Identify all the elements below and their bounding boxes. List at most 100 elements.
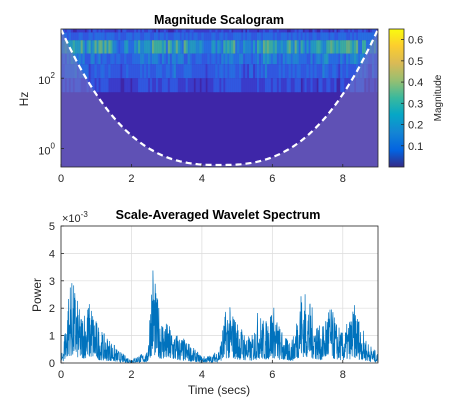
- scalogram-cell: [270, 64, 274, 79]
- scalogram-cell: [270, 78, 274, 93]
- scalogram-cell: [92, 40, 95, 54]
- scalogram-cell: [274, 53, 278, 65]
- scalogram-cell: [286, 32, 289, 41]
- scalogram-cell: [82, 32, 85, 41]
- scalogram-cell: [221, 32, 224, 41]
- scalogram-cell: [326, 40, 329, 54]
- scalogram-cell: [161, 32, 165, 41]
- scalogram-cell: [308, 32, 311, 41]
- scalogram-cell: [304, 78, 307, 93]
- scalogram-cell: [262, 64, 266, 79]
- scalogram-cell: [151, 29, 155, 33]
- scalogram-cell: [203, 29, 206, 33]
- scalogram-cell: [157, 53, 161, 65]
- scalogram-cell: [80, 32, 83, 41]
- scalogram-cell: [223, 53, 226, 65]
- scalogram-cell: [64, 32, 68, 41]
- scalogram-cell: [146, 78, 149, 93]
- scalogram-cell: [191, 53, 194, 65]
- scalogram-cell: [365, 40, 369, 54]
- scalogram-cell: [276, 32, 280, 41]
- scalogram-cell: [217, 78, 220, 93]
- scalogram-cell: [340, 40, 343, 54]
- scalogram-cell: [243, 32, 246, 41]
- scalogram-cell: [159, 64, 163, 79]
- scalogram-cell: [183, 40, 186, 54]
- scalogram-cell: [342, 32, 345, 41]
- scalogram-cell: [318, 40, 321, 54]
- scalogram-cell: [304, 53, 307, 65]
- scalogram-cell: [114, 32, 117, 41]
- scalogram-cell: [106, 40, 109, 54]
- scalogram-cell: [286, 64, 289, 79]
- scalogram-cell: [304, 40, 307, 54]
- scalogram-cell: [78, 32, 81, 41]
- scalogram-cell: [288, 32, 291, 41]
- scalogram-cell: [314, 40, 317, 54]
- scalogram-cell: [336, 53, 339, 65]
- scalogram-cell: [82, 53, 85, 65]
- scalogram-cell: [189, 53, 192, 65]
- scalogram-cell: [153, 40, 157, 54]
- scalogram-cell: [66, 32, 70, 41]
- scalogram-cell: [201, 78, 204, 93]
- scalogram-cell: [197, 32, 200, 41]
- scalogram-cell: [274, 40, 278, 54]
- scalogram-cell: [96, 53, 99, 65]
- cone-of-influence-shade: [61, 29, 378, 167]
- scalogram-cell: [322, 64, 325, 79]
- scalogram-cell: [94, 64, 97, 79]
- scalogram-cell: [320, 40, 323, 54]
- y-tick-label: 3: [49, 276, 55, 288]
- scalogram-cell: [338, 64, 341, 79]
- scalogram-cell: [318, 53, 321, 65]
- scalogram-cell: [175, 40, 179, 54]
- scalogram-cell: [312, 32, 315, 41]
- scalogram-cell: [215, 78, 218, 93]
- scalogram-cell: [138, 40, 141, 54]
- colorbar-tick-label: 0.5: [408, 56, 423, 68]
- scalogram-cell: [211, 40, 214, 54]
- scalogram-cell: [136, 53, 139, 65]
- scalogram-cell: [209, 64, 212, 79]
- y-tick-label: 102: [38, 71, 55, 87]
- scalogram-cell: [102, 64, 105, 79]
- scalogram-cell: [118, 64, 121, 79]
- scalogram-cell: [157, 40, 161, 54]
- scalogram-cell: [346, 29, 349, 33]
- scalogram-cell: [253, 29, 256, 33]
- scalogram-cell: [249, 53, 252, 65]
- scalogram-cell: [308, 53, 311, 65]
- scalogram-cell: [286, 53, 289, 65]
- scalogram-cell: [310, 78, 313, 93]
- scalogram-cell: [175, 53, 179, 65]
- scalogram-cell: [274, 32, 278, 41]
- scalogram-cell: [207, 40, 210, 54]
- scalogram-cell: [237, 64, 240, 79]
- scalogram-cell: [354, 64, 357, 79]
- scalogram-cell: [72, 32, 76, 41]
- scalogram-cell: [189, 32, 192, 41]
- scalogram-cell: [68, 32, 72, 41]
- scalogram-cell: [326, 32, 329, 41]
- scalogram-cell: [94, 32, 97, 41]
- scalogram-cell: [274, 29, 278, 33]
- scalogram-cell: [122, 64, 125, 79]
- scalogram-cell: [360, 40, 363, 54]
- scalogram-cell: [225, 32, 228, 41]
- scalogram-cell: [288, 40, 291, 54]
- scalogram-cell: [197, 29, 200, 33]
- scalogram-cell: [219, 53, 222, 65]
- scalogram-cell: [177, 40, 181, 54]
- scalogram-cell: [306, 64, 309, 79]
- scalogram-cell: [227, 32, 230, 41]
- scalogram-cell: [272, 40, 276, 54]
- scalogram-cell: [114, 40, 117, 54]
- scalogram-cell: [203, 32, 206, 41]
- scalogram-cell: [332, 64, 335, 79]
- scalogram-cell: [120, 53, 123, 65]
- scalogram-cell: [282, 40, 286, 54]
- scalogram-cell: [306, 40, 309, 54]
- scalogram-cell: [96, 64, 99, 79]
